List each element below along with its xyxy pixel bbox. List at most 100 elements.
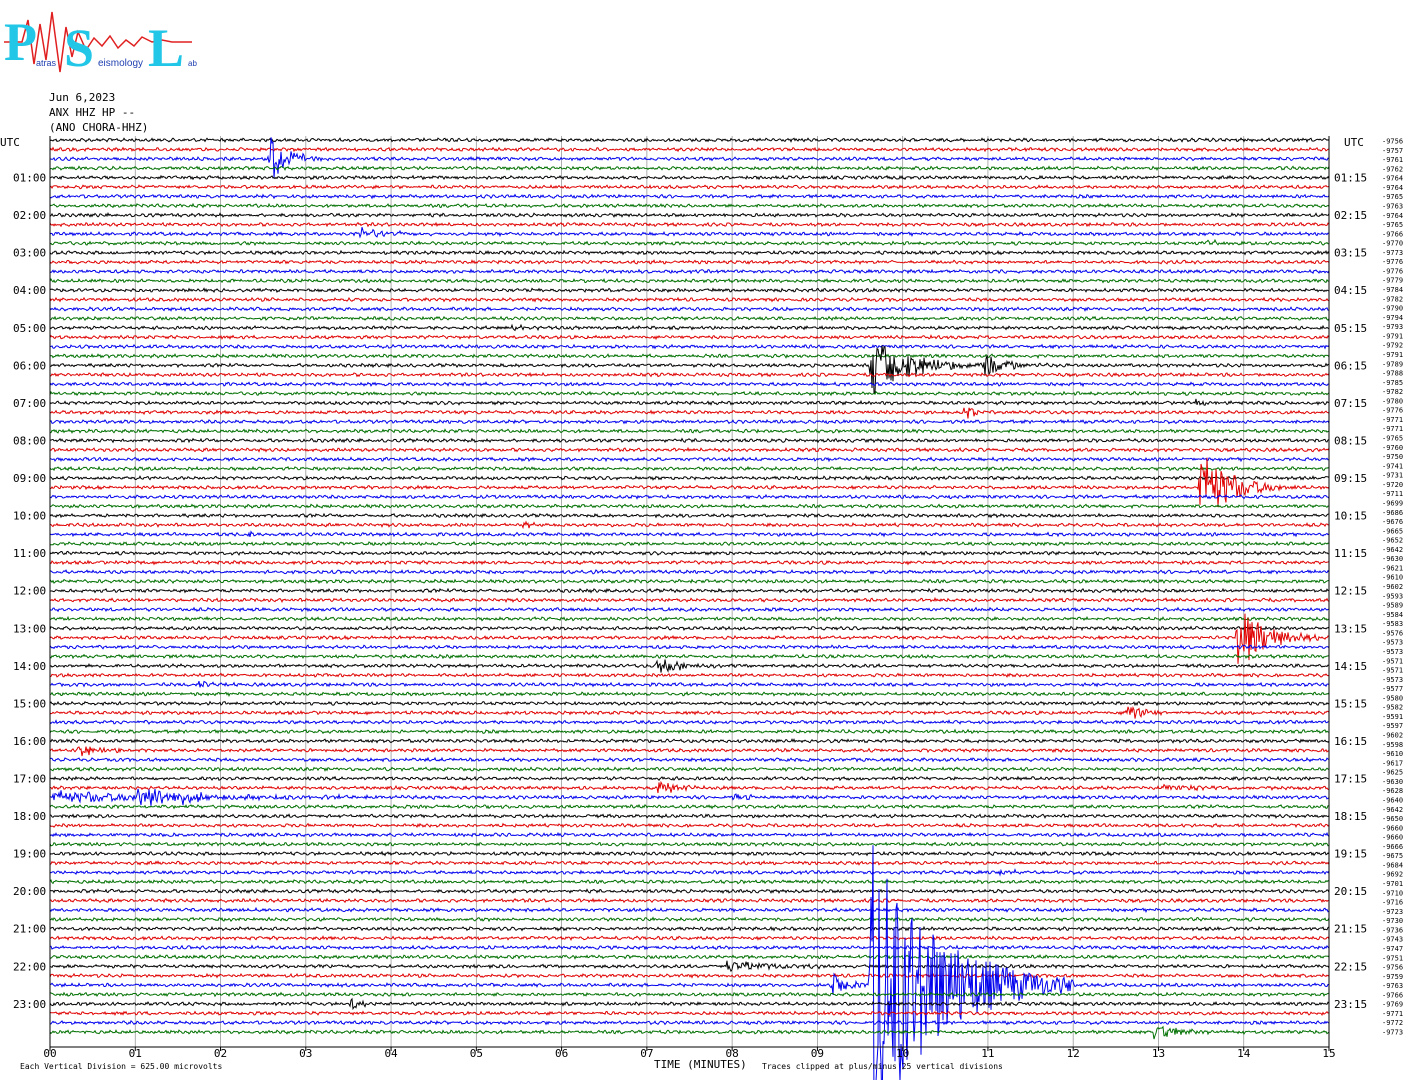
header-location: (ANO CHORA-HHZ) (49, 121, 149, 134)
right-hour-label: 01:15 (1334, 172, 1367, 185)
footnote-left: Each Vertical Division = 625.00 microvol… (20, 1062, 222, 1071)
trace-row-55 (49, 653, 1330, 660)
row-value-label: -9692 (1382, 871, 1403, 879)
xtick-label: 05 (470, 1047, 483, 1060)
trace-row-26 (49, 381, 1330, 388)
right-hour-label: 23:15 (1334, 998, 1367, 1011)
trace-row-95 (49, 1025, 1330, 1040)
row-value-label: -9580 (1382, 694, 1403, 702)
row-value-label: -9628 (1382, 787, 1403, 795)
trace-row-9 (49, 221, 1330, 228)
row-value-label: -9773 (1382, 249, 1403, 257)
row-value-label: -9652 (1382, 537, 1403, 545)
trace-row-75 (49, 841, 1330, 848)
row-value-label: -9790 (1382, 305, 1403, 313)
trace-row-2 (50, 137, 1330, 179)
trace-row-42 (49, 530, 1330, 538)
trace-row-80 (49, 888, 1330, 895)
trace-row-74 (49, 831, 1330, 838)
row-value-label: -9784 (1382, 286, 1403, 294)
trace-row-38 (49, 493, 1330, 500)
right-hour-label: 08:15 (1334, 434, 1367, 447)
row-value-label: -9675 (1382, 852, 1403, 860)
left-hour-label: 05:00 (13, 322, 46, 335)
trace-row-13 (49, 259, 1330, 265)
row-value-label: -9769 (1382, 1001, 1403, 1009)
row-value-label: -9571 (1382, 667, 1403, 675)
row-value-label: -9676 (1382, 518, 1403, 526)
trace-row-90 (49, 845, 1330, 1080)
left-hour-label: 17:00 (13, 772, 46, 785)
logo-letter-p: P (4, 12, 37, 72)
trace-row-6 (49, 193, 1330, 200)
trace-row-92 (49, 997, 1330, 1011)
row-value-label: -9642 (1382, 806, 1403, 814)
logo-subtext-ab: ab (188, 59, 197, 68)
row-value-label: -9621 (1382, 564, 1403, 572)
row-value-label: -9782 (1382, 295, 1403, 303)
left-hour-label: 23:00 (13, 998, 46, 1011)
trace-row-31 (50, 428, 1330, 434)
row-value-label: -9630 (1382, 778, 1403, 786)
trace-row-20 (49, 323, 1330, 332)
xtick-label: 01 (129, 1047, 142, 1060)
trace-row-16 (49, 287, 1330, 293)
trace-row-17 (49, 296, 1330, 303)
row-value-label: -9772 (1382, 1019, 1403, 1027)
trace-row-84 (49, 925, 1330, 932)
right-hour-label: 18:15 (1334, 810, 1367, 823)
trace-row-18 (49, 306, 1330, 312)
right-hour-label: 12:15 (1334, 585, 1367, 598)
row-value-label: -9765 (1382, 435, 1403, 443)
row-value-label: -9791 (1382, 332, 1403, 340)
row-value-label: -9699 (1382, 499, 1403, 507)
trace-row-53 (49, 613, 1330, 664)
trace-row-27 (49, 390, 1330, 397)
row-value-label: -9583 (1382, 620, 1403, 628)
right-hour-label: 21:15 (1334, 923, 1367, 936)
trace-row-54 (49, 643, 1330, 651)
trace-row-69 (49, 780, 1329, 794)
trace-row-37 (49, 457, 1330, 507)
right-hour-label: 02:15 (1334, 209, 1367, 222)
xtick-label: 15 (1322, 1047, 1335, 1060)
trace-row-58 (49, 680, 1330, 688)
trace-row-67 (49, 766, 1330, 773)
trace-row-1 (49, 146, 1330, 153)
row-value-label: -9650 (1382, 815, 1403, 823)
trace-row-66 (49, 756, 1330, 763)
trace-row-71 (49, 803, 1329, 810)
xtick-label: 11 (981, 1047, 994, 1060)
trace-row-30 (49, 418, 1330, 425)
trace-row-70 (50, 788, 1330, 806)
trace-row-21 (49, 334, 1330, 341)
row-value-label: -9617 (1382, 759, 1403, 767)
row-value-label: -9723 (1382, 908, 1403, 916)
trace-row-68 (49, 775, 1330, 782)
row-value-label: -9573 (1382, 648, 1403, 656)
row-value-label: -9720 (1382, 481, 1403, 489)
left-hour-label: 14:00 (13, 660, 46, 673)
row-value-label: -9716 (1382, 899, 1403, 907)
row-value-label: -9789 (1382, 360, 1403, 368)
row-value-label: -9779 (1382, 277, 1403, 285)
right-hour-label: 13:15 (1334, 622, 1367, 635)
trace-row-43 (49, 540, 1330, 547)
row-value-label: -9776 (1382, 258, 1403, 266)
trace-row-59 (49, 691, 1330, 697)
trace-row-22 (49, 343, 1330, 350)
left-hour-label: 11:00 (13, 547, 46, 560)
row-value-label: -9642 (1382, 546, 1403, 554)
left-hour-label: 02:00 (13, 209, 46, 222)
trace-row-3 (49, 165, 1330, 172)
left-hour-label: 20:00 (13, 885, 46, 898)
xtick-label: 04 (384, 1047, 398, 1060)
trace-row-45 (49, 559, 1330, 566)
row-value-label: -9765 (1382, 221, 1403, 229)
right-hour-label: 15:15 (1334, 697, 1367, 710)
plot-frame (49, 136, 1330, 1051)
trace-row-73 (49, 822, 1330, 829)
row-value-label: -9665 (1382, 527, 1403, 535)
trace-row-94 (50, 1019, 1330, 1026)
